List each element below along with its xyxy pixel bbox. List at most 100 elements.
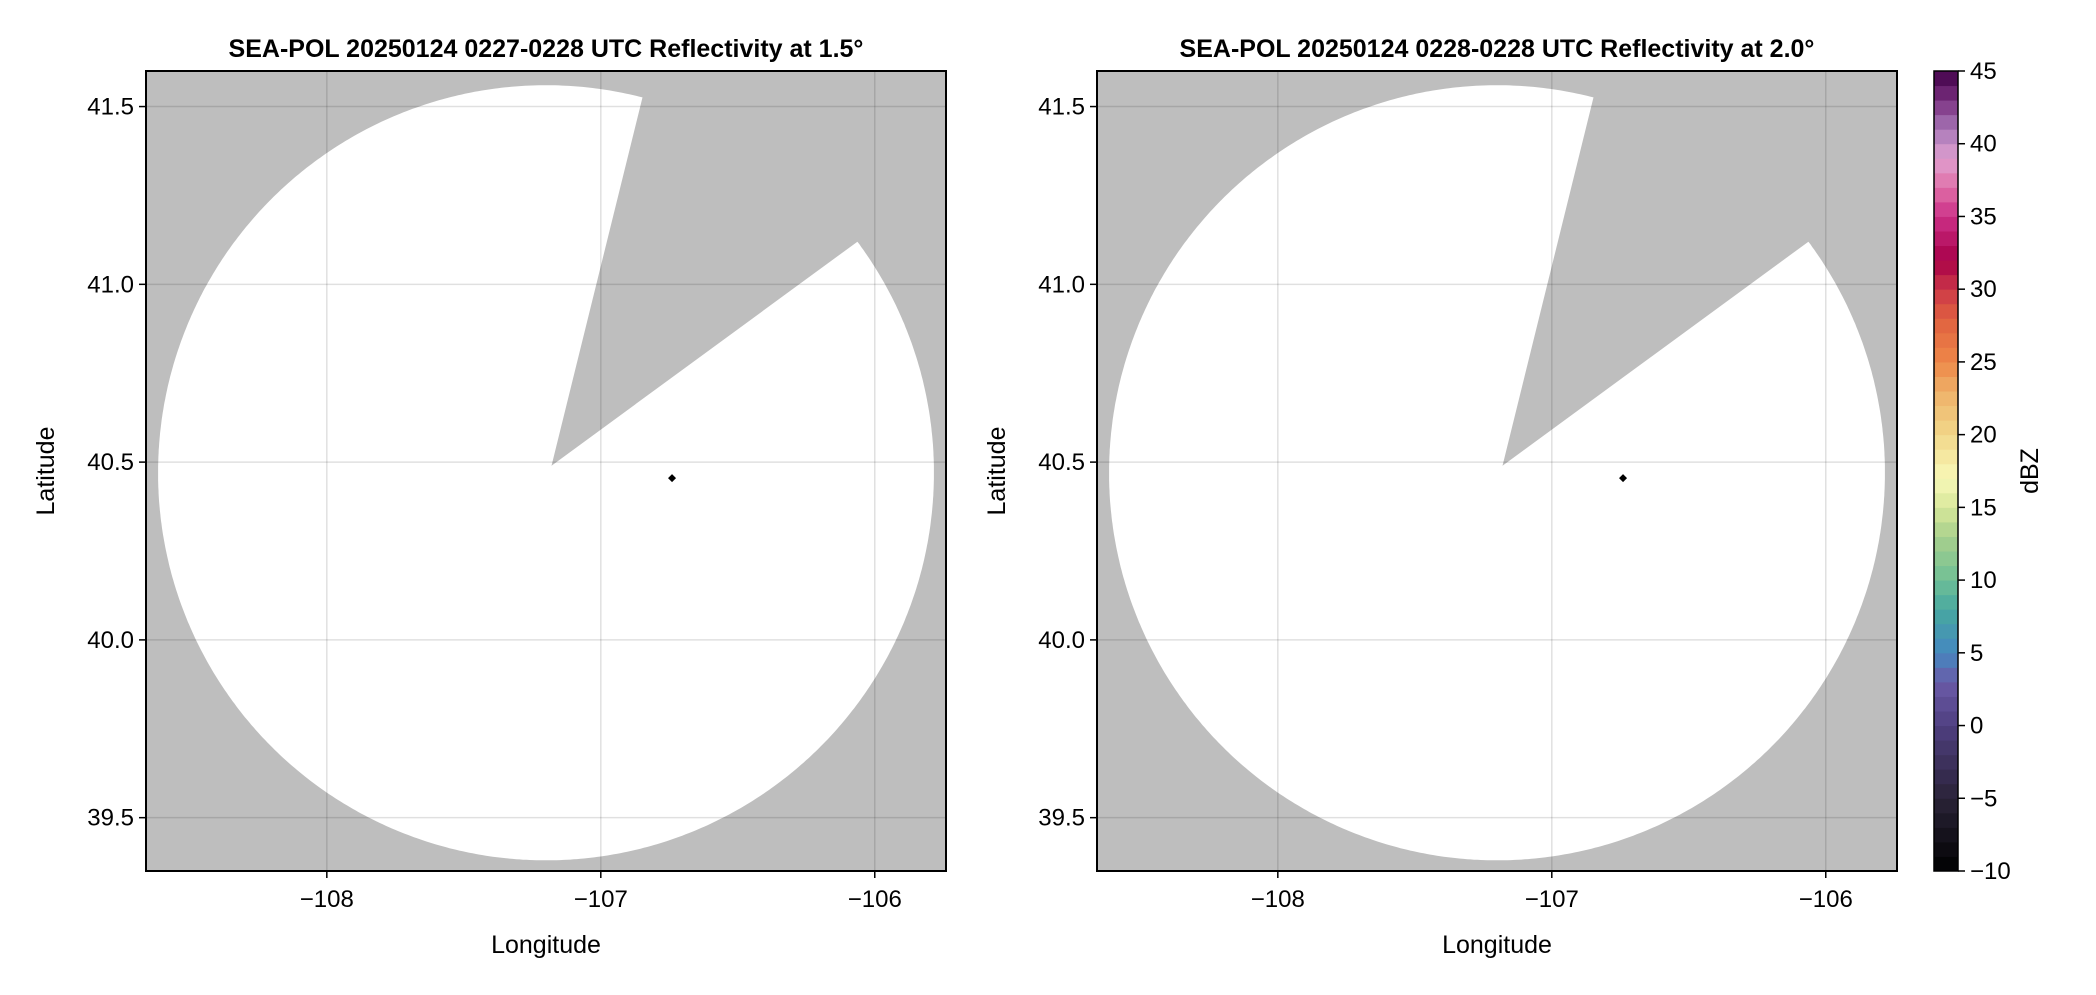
colorbar-bin [1934, 129, 1958, 145]
x-tick-label: −106 [848, 886, 902, 913]
radar-coverage-area [158, 85, 934, 861]
y-axis-label: Latitude [983, 427, 1011, 516]
colorbar-bin [1934, 114, 1958, 130]
colorbar-bin [1934, 361, 1958, 377]
colorbar-bin [1934, 856, 1958, 872]
chart-title: SEA-POL 20250124 0228-0228 UTC Reflectiv… [1180, 35, 1815, 63]
colorbar-bin [1934, 667, 1958, 683]
colorbar-bin [1934, 405, 1958, 421]
radar-coverage-area [1109, 85, 1885, 861]
x-tick-label: −107 [574, 886, 628, 913]
colorbar-bin [1934, 463, 1958, 479]
colorbar-bin [1934, 580, 1958, 596]
colorbar-bin [1934, 783, 1958, 799]
colorbar-tick-label: 35 [1970, 203, 1997, 230]
y-tick-label: 40.5 [1038, 449, 1085, 476]
colorbar-bin [1934, 376, 1958, 392]
y-tick-label: 40.0 [1038, 627, 1085, 654]
y-tick-label: 41.0 [1038, 271, 1085, 298]
colorbar-bin [1934, 681, 1958, 697]
colorbar-tick-label: −5 [1970, 785, 1997, 812]
y-axis-label: Latitude [32, 427, 60, 516]
radar-site-marker [668, 474, 677, 483]
colorbar-tick-label: 5 [1970, 640, 1983, 667]
colorbar-bin [1934, 521, 1958, 537]
colorbar-tick-label: 40 [1970, 131, 1997, 158]
colorbar-bin [1934, 769, 1958, 785]
colorbar-bin [1934, 201, 1958, 217]
colorbar-bin [1934, 434, 1958, 450]
colorbar-bin [1934, 827, 1958, 843]
colorbar-bin [1934, 652, 1958, 668]
colorbar-bin [1934, 172, 1958, 188]
x-axis-label: Longitude [1442, 931, 1552, 959]
colorbar-tick-label: 20 [1970, 422, 1997, 449]
colorbar-bin [1934, 420, 1958, 436]
colorbar-bin [1934, 638, 1958, 654]
right-radar-panel: −108 −107 −106 39.5 40.0 40.5 41.0 41.5 SEA-POL … [983, 35, 1898, 959]
colorbar-bin [1934, 711, 1958, 727]
colorbar-tick-label: 30 [1970, 276, 1997, 303]
colorbar-tick-label: 0 [1970, 713, 1983, 740]
colorbar-bin [1934, 812, 1958, 828]
plot-frame [145, 70, 947, 872]
colorbar-bin [1934, 492, 1958, 508]
colorbar-bin [1934, 274, 1958, 290]
colorbar-bin [1934, 507, 1958, 523]
colorbar-frame [1933, 70, 1959, 872]
colorbar-bin [1934, 536, 1958, 552]
x-axis-label: Longitude [491, 931, 601, 959]
colorbar-bin [1934, 158, 1958, 174]
y-tick-label: 39.5 [87, 805, 134, 832]
colorbar-bin [1934, 551, 1958, 567]
colorbar-bin [1934, 216, 1958, 232]
y-tick-label: 39.5 [1038, 805, 1085, 832]
colorbar-bin [1934, 332, 1958, 348]
colorbar-tick-label: 45 [1970, 58, 1997, 85]
radar-site-marker [1619, 474, 1628, 483]
colorbar: −10 −5 0 5 10 15 20 25 30 35 40 45 dBZ [1933, 58, 2044, 885]
colorbar-bin [1934, 303, 1958, 319]
colorbar-bin [1934, 609, 1958, 625]
y-tick-label: 41.0 [87, 271, 134, 298]
colorbar-tick-label: 15 [1970, 494, 1997, 521]
colorbar-bin [1934, 231, 1958, 247]
colorbar-bin [1934, 85, 1958, 101]
colorbar-bin [1934, 347, 1958, 363]
x-tick-label: −108 [1251, 886, 1305, 913]
colorbar-bin [1934, 478, 1958, 494]
x-tick-label: −108 [300, 886, 354, 913]
colorbar-tick-label: 10 [1970, 567, 1997, 594]
x-tick-label: −106 [1799, 886, 1853, 913]
colorbar-bin [1934, 565, 1958, 581]
colorbar-bin [1934, 318, 1958, 334]
colorbar-tick-label: 25 [1970, 349, 1997, 376]
y-tick-label: 40.5 [87, 449, 134, 476]
colorbar-bin [1934, 391, 1958, 407]
colorbar-bin [1934, 754, 1958, 770]
colorbar-bin [1934, 187, 1958, 203]
left-radar-panel: −108 −107 −106 39.5 40.0 40.5 41.0 41.5 SEA-POL … [32, 35, 947, 959]
colorbar-bin [1934, 841, 1958, 857]
colorbar-bin [1934, 71, 1958, 87]
colorbar-bin [1934, 725, 1958, 741]
colorbar-bin [1934, 449, 1958, 465]
colorbar-bin [1934, 798, 1958, 814]
colorbar-bin [1934, 623, 1958, 639]
colorbar-bin [1934, 594, 1958, 610]
colorbar-tick-label: −10 [1970, 858, 2011, 885]
y-tick-label: 41.5 [1038, 94, 1085, 121]
colorbar-bin [1934, 696, 1958, 712]
colorbar-bin [1934, 143, 1958, 159]
plot-frame [1096, 70, 1898, 872]
colorbar-label: dBZ [2016, 448, 2044, 494]
colorbar-bin [1934, 100, 1958, 116]
y-tick-label: 40.0 [87, 627, 134, 654]
colorbar-bin [1934, 740, 1958, 756]
y-tick-label: 41.5 [87, 94, 134, 121]
colorbar-bin [1934, 260, 1958, 276]
chart-title: SEA-POL 20250124 0227-0228 UTC Reflectiv… [229, 35, 864, 63]
colorbar-bin [1934, 245, 1958, 261]
x-tick-label: −107 [1525, 886, 1579, 913]
